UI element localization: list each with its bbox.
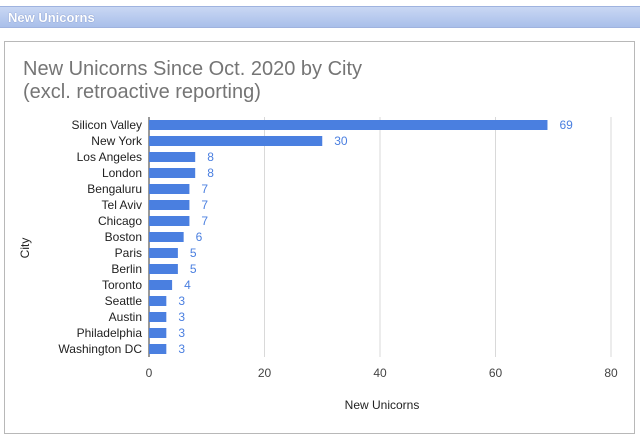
category-label-7: Boston [105,230,142,244]
category-label-6: Chicago [98,214,142,228]
category-label-12: Austin [109,310,142,324]
data-label-14: 3 [178,342,185,356]
category-label-9: Berlin [111,262,142,276]
category-label-13: Philadelphia [77,326,143,340]
category-label-0: Silicon Valley [72,118,142,132]
chart-title-line-1: New Unicorns Since Oct. 2020 by City [23,58,363,80]
chart-card [4,41,635,434]
data-label-9: 5 [190,262,197,276]
bar-1 [149,136,323,146]
data-label-0: 69 [559,118,573,132]
x-tick-label-0: 0 [146,366,153,380]
category-label-4: Bengaluru [87,182,142,196]
bar-12 [149,312,167,322]
data-label-12: 3 [178,310,185,324]
x-tick-label-4: 80 [604,366,618,380]
data-label-2: 8 [207,150,214,164]
bar-2 [149,152,196,162]
data-label-8: 5 [190,246,197,260]
bar-14 [149,344,167,354]
data-label-4: 7 [201,182,208,196]
data-label-6: 7 [201,214,208,228]
bar-6 [149,216,190,226]
data-label-7: 6 [196,230,203,244]
category-label-14: Washington DC [58,342,142,356]
data-label-11: 3 [178,294,185,308]
data-label-5: 7 [201,198,208,212]
bar-3 [149,168,196,178]
y-axis-label: City [18,237,32,259]
category-label-11: Seattle [105,294,143,308]
category-label-3: London [102,166,142,180]
x-tick-label-2: 40 [373,366,387,380]
chart-title-line-2: (excl. retroactive reporting) [23,81,261,103]
category-label-2: Los Angeles [77,150,142,164]
chart-title: New Unicorns Since Oct. 2020 by City (ex… [23,58,583,104]
data-label-10: 4 [184,278,191,292]
bar-10 [149,280,173,290]
x-axis-label: New Unicorns [344,398,420,412]
header-bar: New Unicorns [0,6,640,28]
x-tick-label-1: 20 [258,366,272,380]
bar-11 [149,296,167,306]
header-title: New Unicorns [8,10,95,25]
data-label-13: 3 [178,326,185,340]
bar-5 [149,200,190,210]
bar-4 [149,184,190,194]
bar-9 [149,264,178,274]
x-tick-label-3: 60 [489,366,503,380]
bar-8 [149,248,178,258]
data-label-3: 8 [207,166,214,180]
category-label-8: Paris [115,246,142,260]
bar-13 [149,328,167,338]
data-label-1: 30 [334,134,348,148]
category-label-1: New York [91,134,143,148]
category-label-10: Toronto [102,278,142,292]
bar-7 [149,232,184,242]
category-label-5: Tel Aviv [102,198,142,212]
bar-0 [149,120,548,130]
